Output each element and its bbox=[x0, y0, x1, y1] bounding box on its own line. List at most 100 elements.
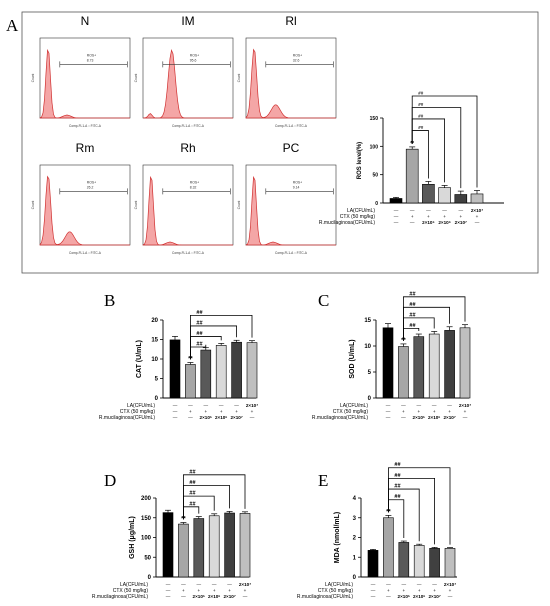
treatment-cell: + bbox=[235, 409, 238, 414]
bar bbox=[208, 515, 220, 578]
flow-gate-value: 95.6 bbox=[190, 58, 197, 62]
significance-marker-vs-ctx: ## bbox=[196, 310, 202, 316]
bar bbox=[224, 512, 235, 578]
y-tick-label: 100 bbox=[370, 144, 379, 150]
treatment-cell: + bbox=[402, 588, 405, 593]
y-tick-label: 4 bbox=[353, 496, 357, 502]
bar bbox=[383, 517, 394, 578]
bar bbox=[367, 550, 379, 578]
flow-x-axis-label: Comp-FL1-A :: FITC-A bbox=[275, 124, 308, 128]
treatment-cell: + bbox=[443, 214, 446, 219]
treatment-row-label: R.mucilaginosa(CFU/mL) bbox=[99, 415, 155, 421]
y-tick-label: 100 bbox=[141, 536, 152, 542]
treatment-cell: + bbox=[476, 214, 479, 219]
panel-letter-d: D bbox=[104, 471, 116, 490]
treatment-cell: — bbox=[204, 403, 209, 408]
flow-axes-box bbox=[142, 164, 234, 246]
bar bbox=[389, 198, 403, 204]
flow-axes-box bbox=[142, 37, 234, 119]
y-tick-label: 5 bbox=[155, 377, 159, 383]
flow-histogram bbox=[39, 175, 130, 246]
flow-panel-title: Rl bbox=[285, 14, 296, 28]
treatment-cell: — bbox=[432, 403, 437, 408]
y-axis-label: MDA (nmol/mL) bbox=[334, 512, 341, 563]
flow-x-axis-label: Comp-FL1-A :: FITC-A bbox=[172, 124, 205, 128]
treatment-cell: — bbox=[410, 208, 415, 213]
y-tick-label: 0 bbox=[375, 201, 378, 207]
significance-marker-vs-ctx: ## bbox=[394, 484, 400, 490]
significance-marker-vs-ctx: ## bbox=[418, 125, 424, 130]
significance-marker-vs-ctx: ## bbox=[409, 302, 415, 308]
panel-letter-a: A bbox=[6, 16, 19, 35]
treatment-cell: — bbox=[181, 594, 186, 599]
treatment-row-label: LA(CFU/mL) bbox=[347, 208, 375, 214]
bar bbox=[438, 187, 451, 204]
treatment-cell: + bbox=[197, 588, 200, 593]
treatment-cell: 2×10⁶ bbox=[428, 415, 440, 420]
treatment-cell: — bbox=[173, 403, 178, 408]
panel-letter-c: C bbox=[318, 291, 329, 310]
y-tick-label: 20 bbox=[151, 318, 158, 324]
flow-histogram bbox=[142, 48, 233, 119]
flow-gate-value: 32.6 bbox=[293, 58, 300, 62]
flow-gate-label: ROS+ bbox=[293, 53, 302, 57]
flow-histogram bbox=[245, 48, 336, 119]
treatment-cell: 2×10⁵ bbox=[422, 220, 435, 225]
flow-x-axis-label: Comp-FL1-A :: FITC-A bbox=[69, 251, 102, 255]
treatment-cell: — bbox=[459, 208, 464, 213]
y-axis-label: GSH (μg/mL) bbox=[129, 516, 136, 559]
treatment-cell: — bbox=[401, 403, 406, 408]
treatment-cell: + bbox=[411, 214, 414, 219]
treatment-row-label: LA(CFU/mL) bbox=[127, 403, 155, 409]
flow-gate-label: ROS+ bbox=[87, 180, 96, 184]
treatment-row-label: CTX (50 mg/kg) bbox=[318, 588, 354, 594]
bar bbox=[169, 339, 181, 399]
treatment-cell: — bbox=[447, 403, 452, 408]
treatment-cell: 2×10⁶ bbox=[208, 594, 220, 599]
bar bbox=[429, 548, 440, 578]
treatment-cell: — bbox=[227, 582, 232, 587]
treatment-cell: 2×10⁷ bbox=[230, 415, 242, 420]
y-tick-label: 0 bbox=[155, 396, 159, 402]
treatment-cell: — bbox=[166, 594, 171, 599]
flow-gate-value: 8.73 bbox=[87, 58, 94, 62]
significance-marker-vs-ctx: ## bbox=[394, 473, 400, 479]
treatment-cell: + bbox=[244, 588, 247, 593]
y-tick-label: 150 bbox=[370, 116, 379, 122]
treatment-cell: + bbox=[464, 409, 467, 414]
treatment-cell: — bbox=[234, 403, 239, 408]
treatment-row-label: LA(CFU/mL) bbox=[120, 582, 148, 588]
treatment-cell: + bbox=[433, 409, 436, 414]
significance-marker-vs-ctx: ## bbox=[394, 494, 400, 500]
treatment-row-label: LA(CFU/mL) bbox=[340, 403, 368, 409]
y-tick-label: 150 bbox=[141, 516, 152, 522]
treatment-row-label: CTX (50 mg/kg) bbox=[120, 409, 156, 415]
treatment-cell: 2×10⁵ bbox=[193, 594, 206, 599]
treatment-cell: — bbox=[166, 588, 171, 593]
treatment-cell: — bbox=[426, 208, 431, 213]
treatment-cell: — bbox=[463, 415, 468, 420]
flow-y-axis-label: Count bbox=[237, 74, 241, 83]
bar bbox=[422, 184, 435, 204]
treatment-cell: 2×10⁶ bbox=[438, 220, 450, 225]
treatment-cell: — bbox=[386, 415, 391, 420]
flow-gate-value: 8.32 bbox=[190, 185, 197, 189]
treatment-cell: — bbox=[417, 403, 422, 408]
significance-marker-vs-ctx: ## bbox=[409, 323, 415, 329]
treatment-cell: — bbox=[386, 594, 391, 599]
significance-marker-vs-ctx: ## bbox=[418, 113, 424, 118]
treatment-cell: — bbox=[402, 582, 407, 587]
treatment-cell: 2×10⁷ bbox=[443, 415, 455, 420]
treatment-cell: + bbox=[449, 588, 452, 593]
significance-marker-vs-ctx: ## bbox=[418, 91, 424, 96]
treatment-row-label: R.mucilaginosa(CFU/mL) bbox=[312, 415, 368, 421]
bar bbox=[178, 523, 189, 578]
treatment-cell: + bbox=[402, 409, 405, 414]
flow-histogram bbox=[142, 175, 233, 246]
flow-axes-box bbox=[39, 164, 131, 246]
significance-bracket bbox=[403, 296, 466, 341]
significance-bracket bbox=[388, 467, 451, 545]
